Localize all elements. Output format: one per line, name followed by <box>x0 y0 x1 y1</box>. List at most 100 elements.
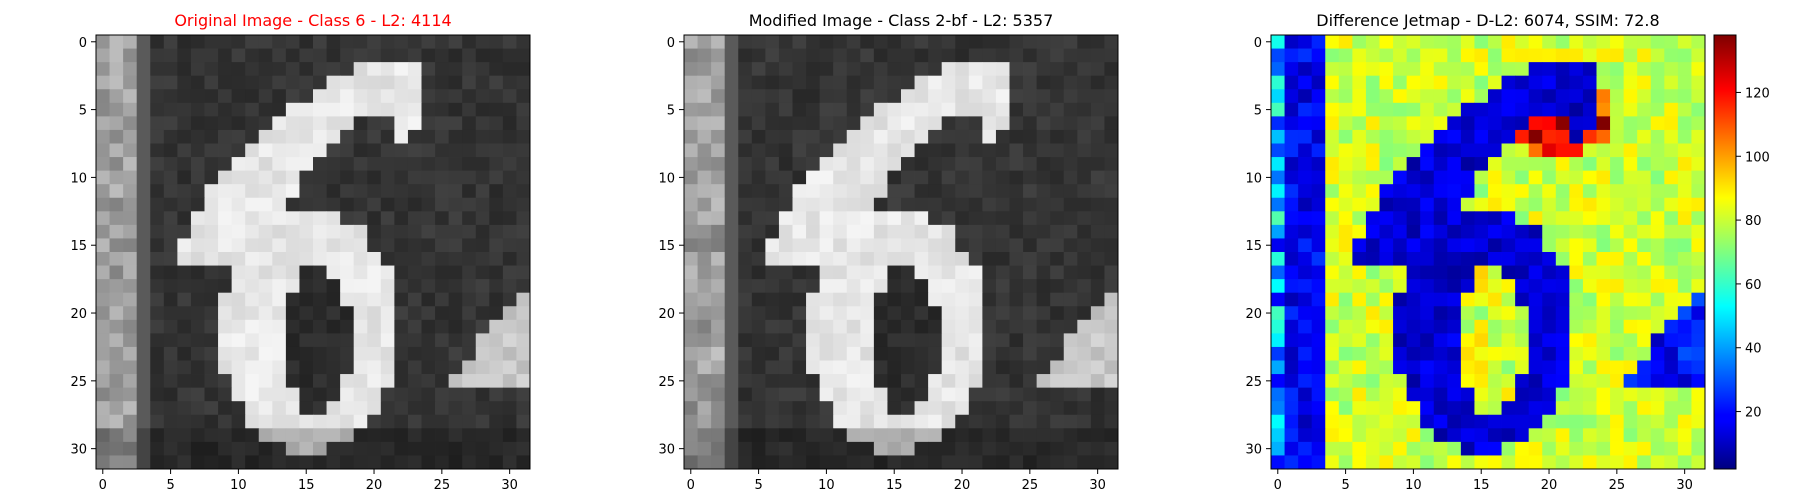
y-tick-label: 20 <box>658 307 675 322</box>
pixel-cell <box>1637 48 1652 63</box>
pixel-cell <box>738 102 753 117</box>
pixel-cell <box>914 89 929 104</box>
pixel-cell <box>887 455 902 470</box>
pixel-cell <box>982 48 997 63</box>
pixel-cell <box>684 306 698 321</box>
pixel-cell <box>1433 360 1448 375</box>
pixel-cell <box>955 102 970 117</box>
pixel-cell <box>489 441 504 456</box>
pixel-cell <box>778 374 793 389</box>
pixel-cell <box>901 184 915 199</box>
pixel-cell <box>1023 35 1038 49</box>
pixel-cell <box>231 292 246 307</box>
pixel-cell <box>887 89 902 104</box>
pixel-cell <box>245 35 260 49</box>
pixel-cell <box>711 48 726 63</box>
pixel-cell <box>955 35 970 49</box>
pixel-cell <box>873 414 888 429</box>
pixel-cell <box>1691 116 1706 131</box>
pixel-cell <box>1596 306 1611 321</box>
pixel-cell <box>1515 319 1530 334</box>
pixel-cell <box>1542 75 1557 90</box>
pixel-cell <box>326 360 341 375</box>
pixel-cell <box>109 157 124 172</box>
pixel-cell <box>765 143 780 158</box>
pixel-cell <box>751 129 766 144</box>
pixel-cell <box>873 224 888 239</box>
pixel-cell <box>1691 387 1706 402</box>
pixel-cell <box>1596 401 1611 416</box>
pixel-cell <box>380 441 395 456</box>
pixel-cell <box>367 306 382 321</box>
pixel-cell <box>1610 48 1625 63</box>
pixel-cell <box>1677 129 1692 144</box>
pixel-cell <box>272 35 287 49</box>
pixel-cell <box>914 62 929 77</box>
pixel-cell <box>231 157 246 172</box>
pixel-cell <box>123 387 138 402</box>
pixel-cell <box>313 170 327 185</box>
pixel-cell <box>448 414 463 429</box>
pixel-cell <box>340 265 355 280</box>
pixel-cell <box>1569 143 1584 158</box>
pixel-cell <box>819 238 834 253</box>
pixel-cell <box>1104 265 1119 280</box>
pixel-cell <box>941 211 956 226</box>
pixel-cell <box>380 360 395 375</box>
pixel-cell <box>190 157 205 172</box>
pixel-cell <box>123 238 138 253</box>
pixel-cell <box>1542 184 1557 199</box>
pixel-cell <box>1050 157 1065 172</box>
pixel-cell <box>109 89 124 104</box>
pixel-cell <box>928 102 943 117</box>
pixel-cell <box>751 333 766 348</box>
pixel-cell <box>1379 252 1394 266</box>
pixel-cell <box>190 129 205 144</box>
y-tick-label: 20 <box>70 307 87 322</box>
pixel-cell <box>340 62 355 77</box>
pixel-cell <box>1325 116 1340 131</box>
pixel-cell <box>901 224 915 239</box>
pixel-cell <box>502 170 517 185</box>
pixel-cell <box>1515 143 1530 158</box>
pixel-cell <box>1542 35 1557 49</box>
pixel-cell <box>1623 238 1638 253</box>
pixel-cell <box>1582 211 1597 226</box>
pixel-cell <box>204 157 219 172</box>
pixel-cell <box>1036 346 1051 361</box>
pixel-cell <box>1284 346 1299 361</box>
pixel-cell <box>792 224 807 239</box>
pixel-cell <box>218 360 233 375</box>
pixel-cell <box>982 157 997 172</box>
pixel-cell <box>778 157 793 172</box>
pixel-cell <box>1036 48 1051 63</box>
pixel-cell <box>394 265 409 280</box>
pixel-cell <box>190 238 205 253</box>
pixel-cell <box>1009 401 1024 416</box>
pixel-cell <box>1393 170 1408 185</box>
pixel-cell <box>1338 387 1353 402</box>
pixel-cell <box>914 211 929 226</box>
pixel-cell <box>489 143 504 158</box>
pixel-cell <box>968 265 983 280</box>
pixel-cell <box>751 143 766 158</box>
pixel-cell <box>1311 292 1326 307</box>
pixel-cell <box>751 265 766 280</box>
pixel-cell <box>738 184 753 199</box>
pixel-cell <box>1582 387 1597 402</box>
pixel-cell <box>136 319 151 334</box>
pixel-cell <box>1393 197 1408 212</box>
pixel-cell <box>1050 360 1065 375</box>
pixel-cell <box>407 102 422 117</box>
pixel-cell <box>245 129 260 144</box>
pixel-cell <box>489 279 504 294</box>
pixel-cell <box>887 170 902 185</box>
pixel-cell <box>1515 428 1530 443</box>
pixel-cell <box>380 428 395 443</box>
pixel-cell <box>1610 170 1625 185</box>
pixel-cell <box>109 319 124 334</box>
pixel-cell <box>1325 224 1340 239</box>
pixel-cell <box>1677 75 1692 90</box>
pixel-cell <box>914 35 929 49</box>
pixel-cell <box>1023 455 1038 470</box>
